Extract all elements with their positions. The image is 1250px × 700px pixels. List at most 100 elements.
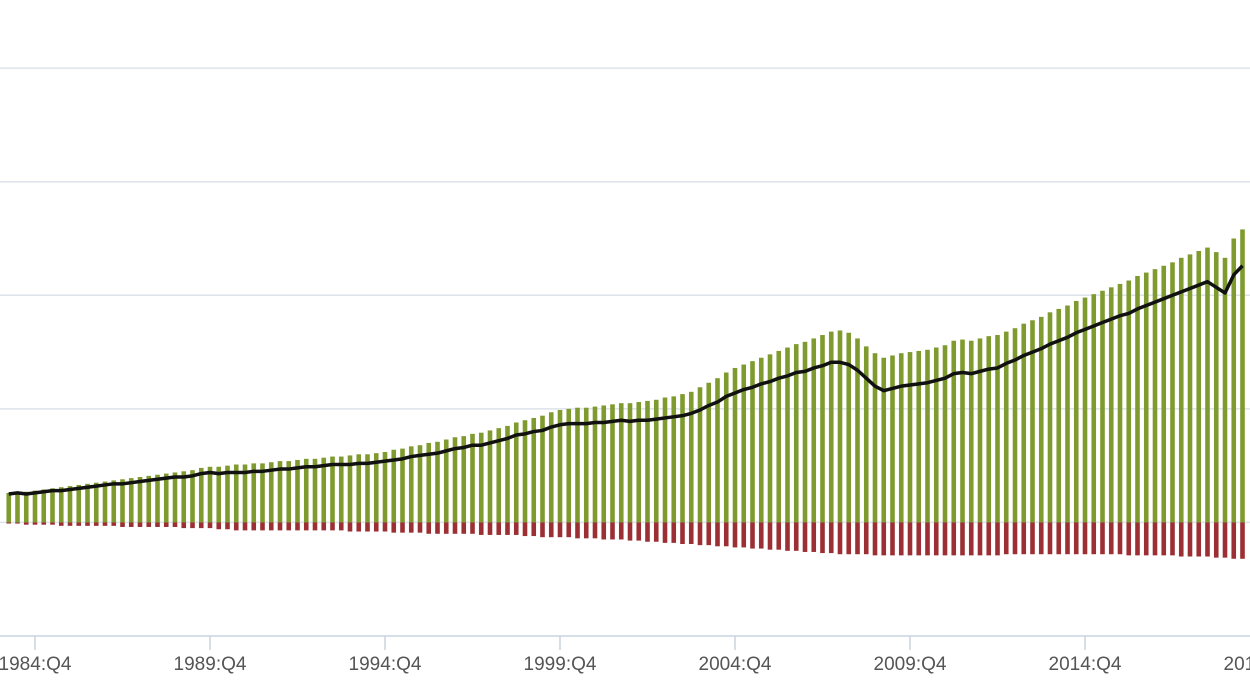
bar: [251, 522, 257, 531]
bar: [557, 522, 563, 538]
bar: [443, 439, 449, 523]
bar: [960, 339, 965, 523]
bar: [330, 522, 335, 531]
bar: [312, 458, 318, 523]
bar: [680, 522, 685, 545]
bar: [1073, 300, 1079, 523]
bar: [872, 353, 878, 523]
bar: [41, 522, 47, 525]
bar: [1021, 522, 1027, 555]
bar: [951, 340, 957, 523]
bar: [172, 522, 178, 527]
bar: [23, 522, 29, 525]
bar: [85, 483, 90, 523]
bar: [1100, 290, 1105, 523]
bar: [163, 522, 169, 527]
bar: [723, 372, 729, 523]
bar: [916, 522, 922, 556]
bar: [767, 522, 773, 550]
bar: [995, 522, 1000, 556]
bar: [242, 464, 248, 523]
bar: [942, 345, 948, 523]
bar: [426, 442, 432, 523]
bar: [540, 522, 545, 538]
bar: [1012, 522, 1018, 555]
bar: [1135, 522, 1140, 556]
bar: [951, 522, 957, 556]
bar: [688, 391, 694, 523]
bar: [120, 479, 125, 523]
bar: [1135, 275, 1140, 523]
bar: [1196, 522, 1202, 557]
bar: [1038, 522, 1044, 555]
bar: [356, 522, 362, 532]
bar: [496, 428, 502, 523]
bar: [592, 522, 598, 539]
bar: [268, 522, 274, 531]
bar: [706, 382, 712, 523]
x-tick-label: 1984:Q4: [0, 654, 72, 675]
bar: [653, 399, 659, 523]
bar: [933, 347, 939, 523]
bar: [461, 436, 467, 523]
bar: [111, 522, 117, 526]
bar: [146, 475, 152, 523]
bar: [907, 522, 913, 556]
bar: [1082, 297, 1088, 523]
bar: [347, 522, 353, 532]
bar: [286, 461, 292, 523]
bar: [251, 463, 257, 523]
bar: [128, 478, 134, 523]
bar: [6, 522, 12, 524]
bar: [1152, 269, 1158, 523]
bar: [146, 522, 152, 527]
bar: [461, 522, 467, 534]
bar: [505, 425, 510, 523]
bar: [1003, 522, 1009, 555]
bar: [408, 446, 414, 523]
bar: [443, 522, 449, 534]
bar: [268, 462, 274, 523]
bar: [198, 467, 204, 523]
bar: [1047, 312, 1053, 523]
bar: [417, 522, 423, 533]
bar: [1187, 522, 1193, 557]
bar: [190, 522, 195, 529]
bar: [636, 402, 642, 523]
bar: [583, 407, 589, 523]
line: [8, 264, 1244, 496]
bar: [67, 522, 73, 526]
bar: [1108, 287, 1114, 523]
bar: [137, 522, 143, 527]
bar: [1205, 247, 1210, 523]
bar: [925, 349, 930, 523]
bar: [1196, 250, 1202, 523]
bar: [408, 522, 414, 533]
bar: [890, 355, 895, 523]
bar: [907, 352, 913, 523]
bar: [198, 522, 204, 529]
bar: [968, 340, 974, 523]
bar: [505, 522, 510, 535]
bar: [513, 422, 519, 523]
bar: [837, 522, 843, 555]
bar: [662, 522, 668, 543]
bar: [470, 522, 475, 534]
bar: [102, 481, 108, 523]
bar: [1100, 522, 1105, 555]
bar: [925, 522, 930, 556]
bar: [1213, 522, 1219, 558]
bar: [1056, 522, 1062, 555]
bar: [1030, 522, 1035, 555]
bar: [382, 452, 388, 523]
bar: [750, 361, 755, 523]
bar: [1161, 265, 1167, 523]
bar: [863, 346, 869, 523]
bar: [233, 522, 239, 531]
bar: [120, 522, 125, 527]
bar: [846, 332, 852, 523]
bar: [1056, 308, 1062, 523]
bar: [1065, 305, 1070, 523]
bar: [802, 341, 808, 523]
